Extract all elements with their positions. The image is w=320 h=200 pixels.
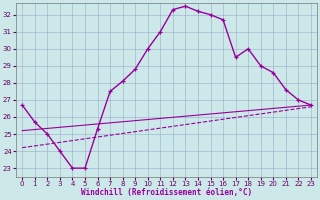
X-axis label: Windchill (Refroidissement éolien,°C): Windchill (Refroidissement éolien,°C) [81,188,252,197]
